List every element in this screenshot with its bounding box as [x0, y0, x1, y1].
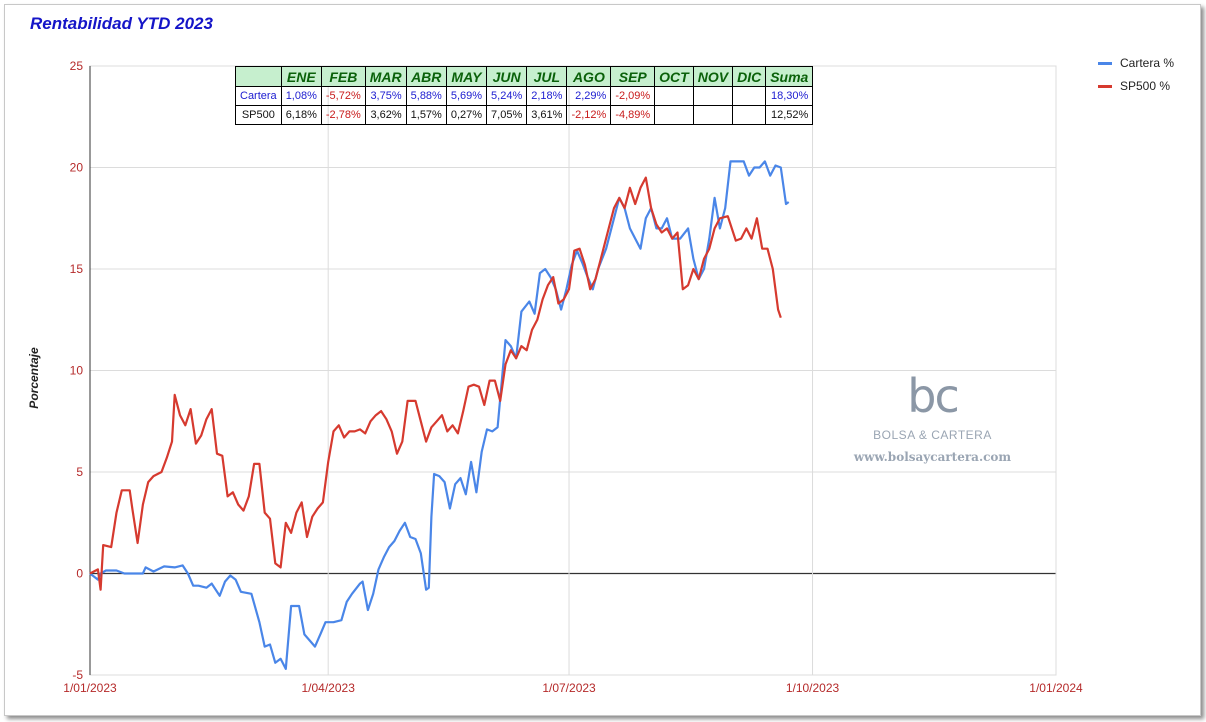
legend-item-cartera[interactable]: Cartera % [1098, 56, 1174, 70]
series-line-cartera [89, 160, 790, 671]
legend-label: Cartera % [1120, 56, 1175, 70]
table-cell: 1,57% [405, 105, 447, 125]
table-cell-sum: 18,30% [765, 86, 814, 106]
legend-item-sp500[interactable]: SP500 % [1098, 79, 1174, 93]
watermark: bc BOLSA & CARTERA www.bolsaycartera.com [850, 370, 1015, 464]
table-cell: -2,12% [566, 105, 612, 125]
legend-swatch [1098, 84, 1112, 88]
month-header: MAY [445, 66, 488, 87]
table-cell [692, 105, 734, 125]
month-header: NOV [692, 66, 734, 87]
month-header: JUL [526, 66, 568, 87]
table-cell: 3,61% [526, 105, 568, 125]
x-tick-label: 1/01/2024 [1029, 681, 1083, 695]
y-axis-label: Porcentaje [27, 347, 41, 409]
table-cell: 7,05% [486, 105, 528, 125]
monthly-returns-table: ENE FEB MAR ABR MAY JUN JUL AGO SEP OCT … [235, 66, 814, 125]
table-cell: 3,75% [364, 86, 407, 106]
y-tick-label: 5 [76, 465, 83, 479]
row-label: Cartera [235, 86, 282, 106]
table-cell: 2,18% [526, 86, 568, 106]
y-tick-label: 10 [70, 364, 84, 378]
month-header: OCT [654, 66, 694, 87]
table-cell [654, 105, 694, 125]
sum-header: Suma [765, 66, 814, 87]
y-tick-label: 0 [76, 567, 83, 581]
table-cell: 0,27% [445, 105, 488, 125]
x-tick-label: 1/10/2023 [786, 681, 840, 695]
month-header: SEP [610, 66, 656, 87]
table-cell: 1,08% [280, 86, 322, 106]
chart-legend: Cartera % SP500 % [1098, 56, 1174, 102]
legend-swatch [1098, 61, 1112, 65]
table-cell: 5,88% [405, 86, 447, 106]
month-header: ENE [280, 66, 322, 87]
series-line-sp500 [89, 176, 782, 591]
y-tick-label: 25 [70, 59, 84, 73]
table-row-cartera: Cartera 1,08% -5,72% 3,75% 5,88% 5,69% 5… [235, 86, 814, 106]
table-cell [654, 86, 694, 106]
table-cell [692, 86, 734, 106]
y-axis-ticks: -5 0 5 10 15 20 25 [70, 59, 84, 682]
table-cell: 3,62% [364, 105, 407, 125]
month-header: JUN [486, 66, 528, 87]
table-cell: 6,18% [280, 105, 322, 125]
x-tick-label: 1/01/2023 [63, 681, 117, 695]
chart-title: Rentabilidad YTD 2023 [30, 14, 213, 33]
y-tick-label: 15 [70, 262, 84, 276]
table-cell-sum: 12,52% [765, 105, 814, 125]
y-tick-label: -5 [72, 668, 83, 682]
watermark-logo: bc [907, 369, 960, 423]
table-header-row: ENE FEB MAR ABR MAY JUN JUL AGO SEP OCT … [235, 66, 814, 87]
table-cell [732, 105, 767, 125]
month-header: DIC [732, 66, 767, 87]
table-row-sp500: SP500 6,18% -2,78% 3,62% 1,57% 0,27% 7,0… [235, 105, 814, 125]
legend-label: SP500 % [1120, 79, 1171, 93]
row-label: SP500 [235, 105, 282, 125]
table-cell: -2,09% [610, 86, 656, 106]
table-cell: 5,24% [486, 86, 528, 106]
x-axis-ticks: 1/01/2023 1/04/2023 1/07/2023 1/10/2023 1/01… [63, 681, 1083, 695]
month-header: MAR [364, 66, 407, 87]
watermark-url: www.bolsaycartera.com [853, 450, 1012, 464]
table-cell: -4,89% [610, 105, 656, 125]
y-tick-label: 20 [70, 161, 84, 175]
x-tick-label: 1/04/2023 [301, 681, 355, 695]
watermark-name: BOLSA & CARTERA [873, 428, 992, 442]
table-cell [732, 86, 767, 106]
table-cell: 2,29% [566, 86, 612, 106]
month-header: FEB [320, 66, 366, 87]
table-cell: -2,78% [320, 105, 366, 125]
month-header: ABR [405, 66, 447, 87]
series-lines [89, 160, 790, 671]
table-corner-cell [235, 66, 282, 87]
table-cell: -5,72% [320, 86, 366, 106]
x-tick-label: 1/07/2023 [542, 681, 596, 695]
table-cell: 5,69% [445, 86, 488, 106]
month-header: AGO [566, 66, 612, 87]
